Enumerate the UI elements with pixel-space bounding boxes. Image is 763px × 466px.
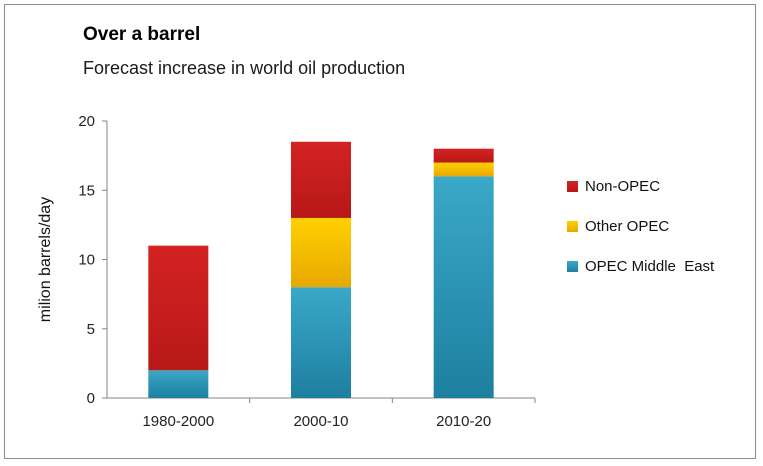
y-tick-label-15: 15 bbox=[78, 182, 95, 199]
y-tick-label-5: 5 bbox=[87, 321, 95, 338]
axes: 0 5 10 15 20 milion barrels/day 1980-2000 2000-… bbox=[37, 113, 536, 430]
bar-2010-20-opec-middle-east bbox=[433, 176, 494, 398]
chart-title: Over a barrel bbox=[83, 24, 201, 45]
y-tick-label-20: 20 bbox=[78, 113, 95, 130]
bar-1980-2000-non-opec bbox=[148, 245, 209, 371]
bar-2000-10-other-opec bbox=[291, 217, 351, 288]
bar-2000-10-opec-middle-east bbox=[291, 287, 351, 398]
y-axis-title: milion barrels/day bbox=[37, 197, 54, 322]
y-tick-label-0: 0 bbox=[87, 390, 95, 407]
chart-subtitle: Forecast increase in world oil productio… bbox=[83, 58, 406, 78]
legend-swatch-opec-middle-east bbox=[567, 261, 578, 272]
bar-2010-20-other-opec bbox=[433, 162, 494, 177]
bar-2010-20-non-opec bbox=[433, 148, 494, 163]
bar-1980-2000-opec-middle-east bbox=[148, 370, 209, 398]
legend-swatch-non-opec bbox=[567, 181, 578, 192]
chart-frame bbox=[4, 4, 756, 459]
legend-label-other-opec: Other OPEC bbox=[585, 218, 669, 235]
legend-swatch-other-opec bbox=[567, 221, 578, 232]
legend: Non-OPEC Other OPEC OPEC Middle East bbox=[567, 178, 715, 275]
legend-label-opec-middle-east: OPEC Middle East bbox=[585, 258, 715, 275]
legend-label-non-opec: Non-OPEC bbox=[585, 178, 660, 195]
bar-2000-10-non-opec bbox=[291, 141, 351, 218]
x-tick-label-1980-2000: 1980-2000 bbox=[142, 413, 214, 430]
y-tick-label-10: 10 bbox=[78, 252, 95, 269]
x-tick-label-2000-10: 2000-10 bbox=[293, 413, 348, 430]
x-tick-label-2010-20: 2010-20 bbox=[436, 413, 491, 430]
bars bbox=[148, 141, 494, 398]
